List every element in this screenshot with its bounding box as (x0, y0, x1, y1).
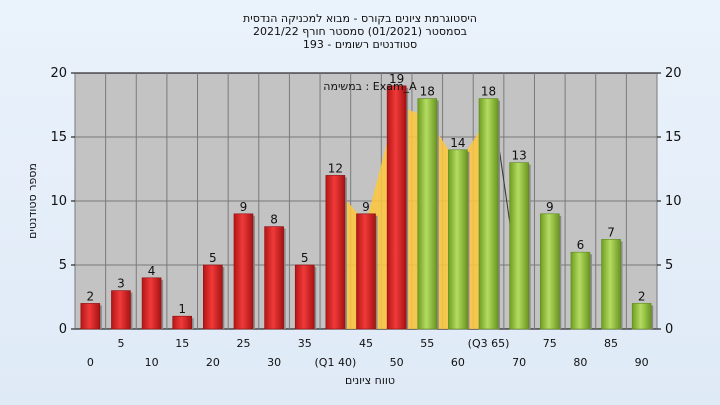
data-label-1: 3 (117, 277, 125, 291)
x-tick-label-6: 30 (267, 356, 281, 369)
exam-annotation: במשימה : Exam_A (323, 80, 417, 93)
x-tick-label-0: 0 (87, 356, 94, 369)
bar-10 (386, 85, 407, 330)
bar-18 (631, 303, 652, 330)
y-tick-left-20: 20 (50, 66, 67, 81)
x-tick-label-15: 75 (543, 337, 557, 350)
data-label-8: 12 (328, 161, 343, 175)
x-tick-label-9: 45 (359, 337, 373, 350)
data-label-13: 18 (481, 85, 496, 99)
data-label-4: 5 (209, 251, 217, 265)
y-tick-right-5: 5 (665, 258, 673, 273)
x-tick-label-2: 10 (145, 356, 159, 369)
bar-2 (141, 277, 162, 330)
data-label-15: 9 (546, 200, 554, 214)
x-tick-label-14: 70 (512, 356, 526, 369)
bar-0 (80, 303, 101, 330)
data-label-10: 19 (389, 72, 404, 86)
x-tick-label-4: 20 (206, 356, 220, 369)
data-label-18: 2 (638, 289, 646, 303)
x-tick-label-17: 85 (604, 337, 618, 350)
y-tick-left-10: 10 (50, 194, 67, 209)
data-label-17: 7 (607, 225, 615, 239)
data-label-6: 8 (270, 213, 278, 227)
x-tick-label-10: 50 (390, 356, 404, 369)
y-tick-left-15: 15 (50, 130, 67, 145)
x-tick-label-5: 25 (236, 337, 250, 350)
bar-9 (356, 213, 376, 330)
bar-5 (233, 213, 254, 330)
data-label-0: 2 (86, 289, 94, 303)
chart-title-line-3: סטודנטים רשומים - 193 (303, 38, 417, 51)
x-tick-label-16: 80 (573, 356, 587, 369)
x-axis-title: טווח ציונים (345, 374, 395, 387)
data-label-7: 5 (301, 251, 309, 265)
x-tick-labels: 0 5 10 15 20 25 30 35(Q1 40)45 50 55 60(Q3 65)70 75… (87, 337, 649, 369)
y-tick-right-0: 0 (665, 322, 673, 337)
bars (80, 85, 654, 330)
data-label-11: 18 (420, 85, 435, 99)
bar-16 (570, 251, 591, 330)
bar-17 (601, 239, 621, 330)
bar-8 (325, 175, 346, 330)
chart-title-line-2: בסמסטר (01/2021) סמסטר חורף 2021/22 (253, 25, 467, 38)
x-tick-label-13: (Q3 65) (468, 337, 510, 350)
y-tick-right-15: 15 (665, 130, 682, 145)
y-tick-left-0: 0 (59, 322, 67, 337)
data-label-14: 13 (512, 149, 527, 163)
bar-13 (478, 98, 499, 330)
bar-12 (448, 149, 468, 330)
chart-title-line-1: היסטוגרמת ציונים בקורס - מבוא למכניקה הנ… (243, 12, 477, 25)
bar-11 (417, 98, 438, 330)
y-tick-right-20: 20 (665, 66, 682, 81)
bar-4 (203, 264, 223, 330)
x-tick-label-1: 5 (117, 337, 124, 350)
x-tick-label-8: (Q1 40) (315, 356, 357, 369)
bar-14 (509, 162, 529, 330)
data-label-9: 9 (362, 200, 370, 214)
data-label-3: 1 (178, 302, 186, 316)
x-tick-label-11: 55 (420, 337, 434, 350)
bar-7 (294, 264, 315, 330)
data-labels: 2 3 4 1 5 9 8 5 12 9 19 18 14 18 13 9 6 7 2 (86, 72, 645, 316)
x-tick-label-18: 90 (635, 356, 649, 369)
x-tick-label-7: 35 (298, 337, 312, 350)
bar-3 (172, 315, 193, 330)
data-label-16: 6 (577, 238, 585, 252)
x-tick-label-3: 15 (175, 337, 189, 350)
bar-15 (539, 213, 560, 330)
y-tick-right-10: 10 (665, 194, 682, 209)
data-label-12: 14 (450, 136, 465, 150)
y-tick-left-5: 5 (59, 258, 67, 273)
bar-1 (111, 290, 131, 330)
bar-6 (264, 226, 284, 330)
x-tick-label-12: 60 (451, 356, 465, 369)
data-label-2: 4 (148, 264, 156, 278)
data-label-5: 9 (240, 200, 248, 214)
y-axis-title: מספר סטודנטים (26, 163, 39, 239)
